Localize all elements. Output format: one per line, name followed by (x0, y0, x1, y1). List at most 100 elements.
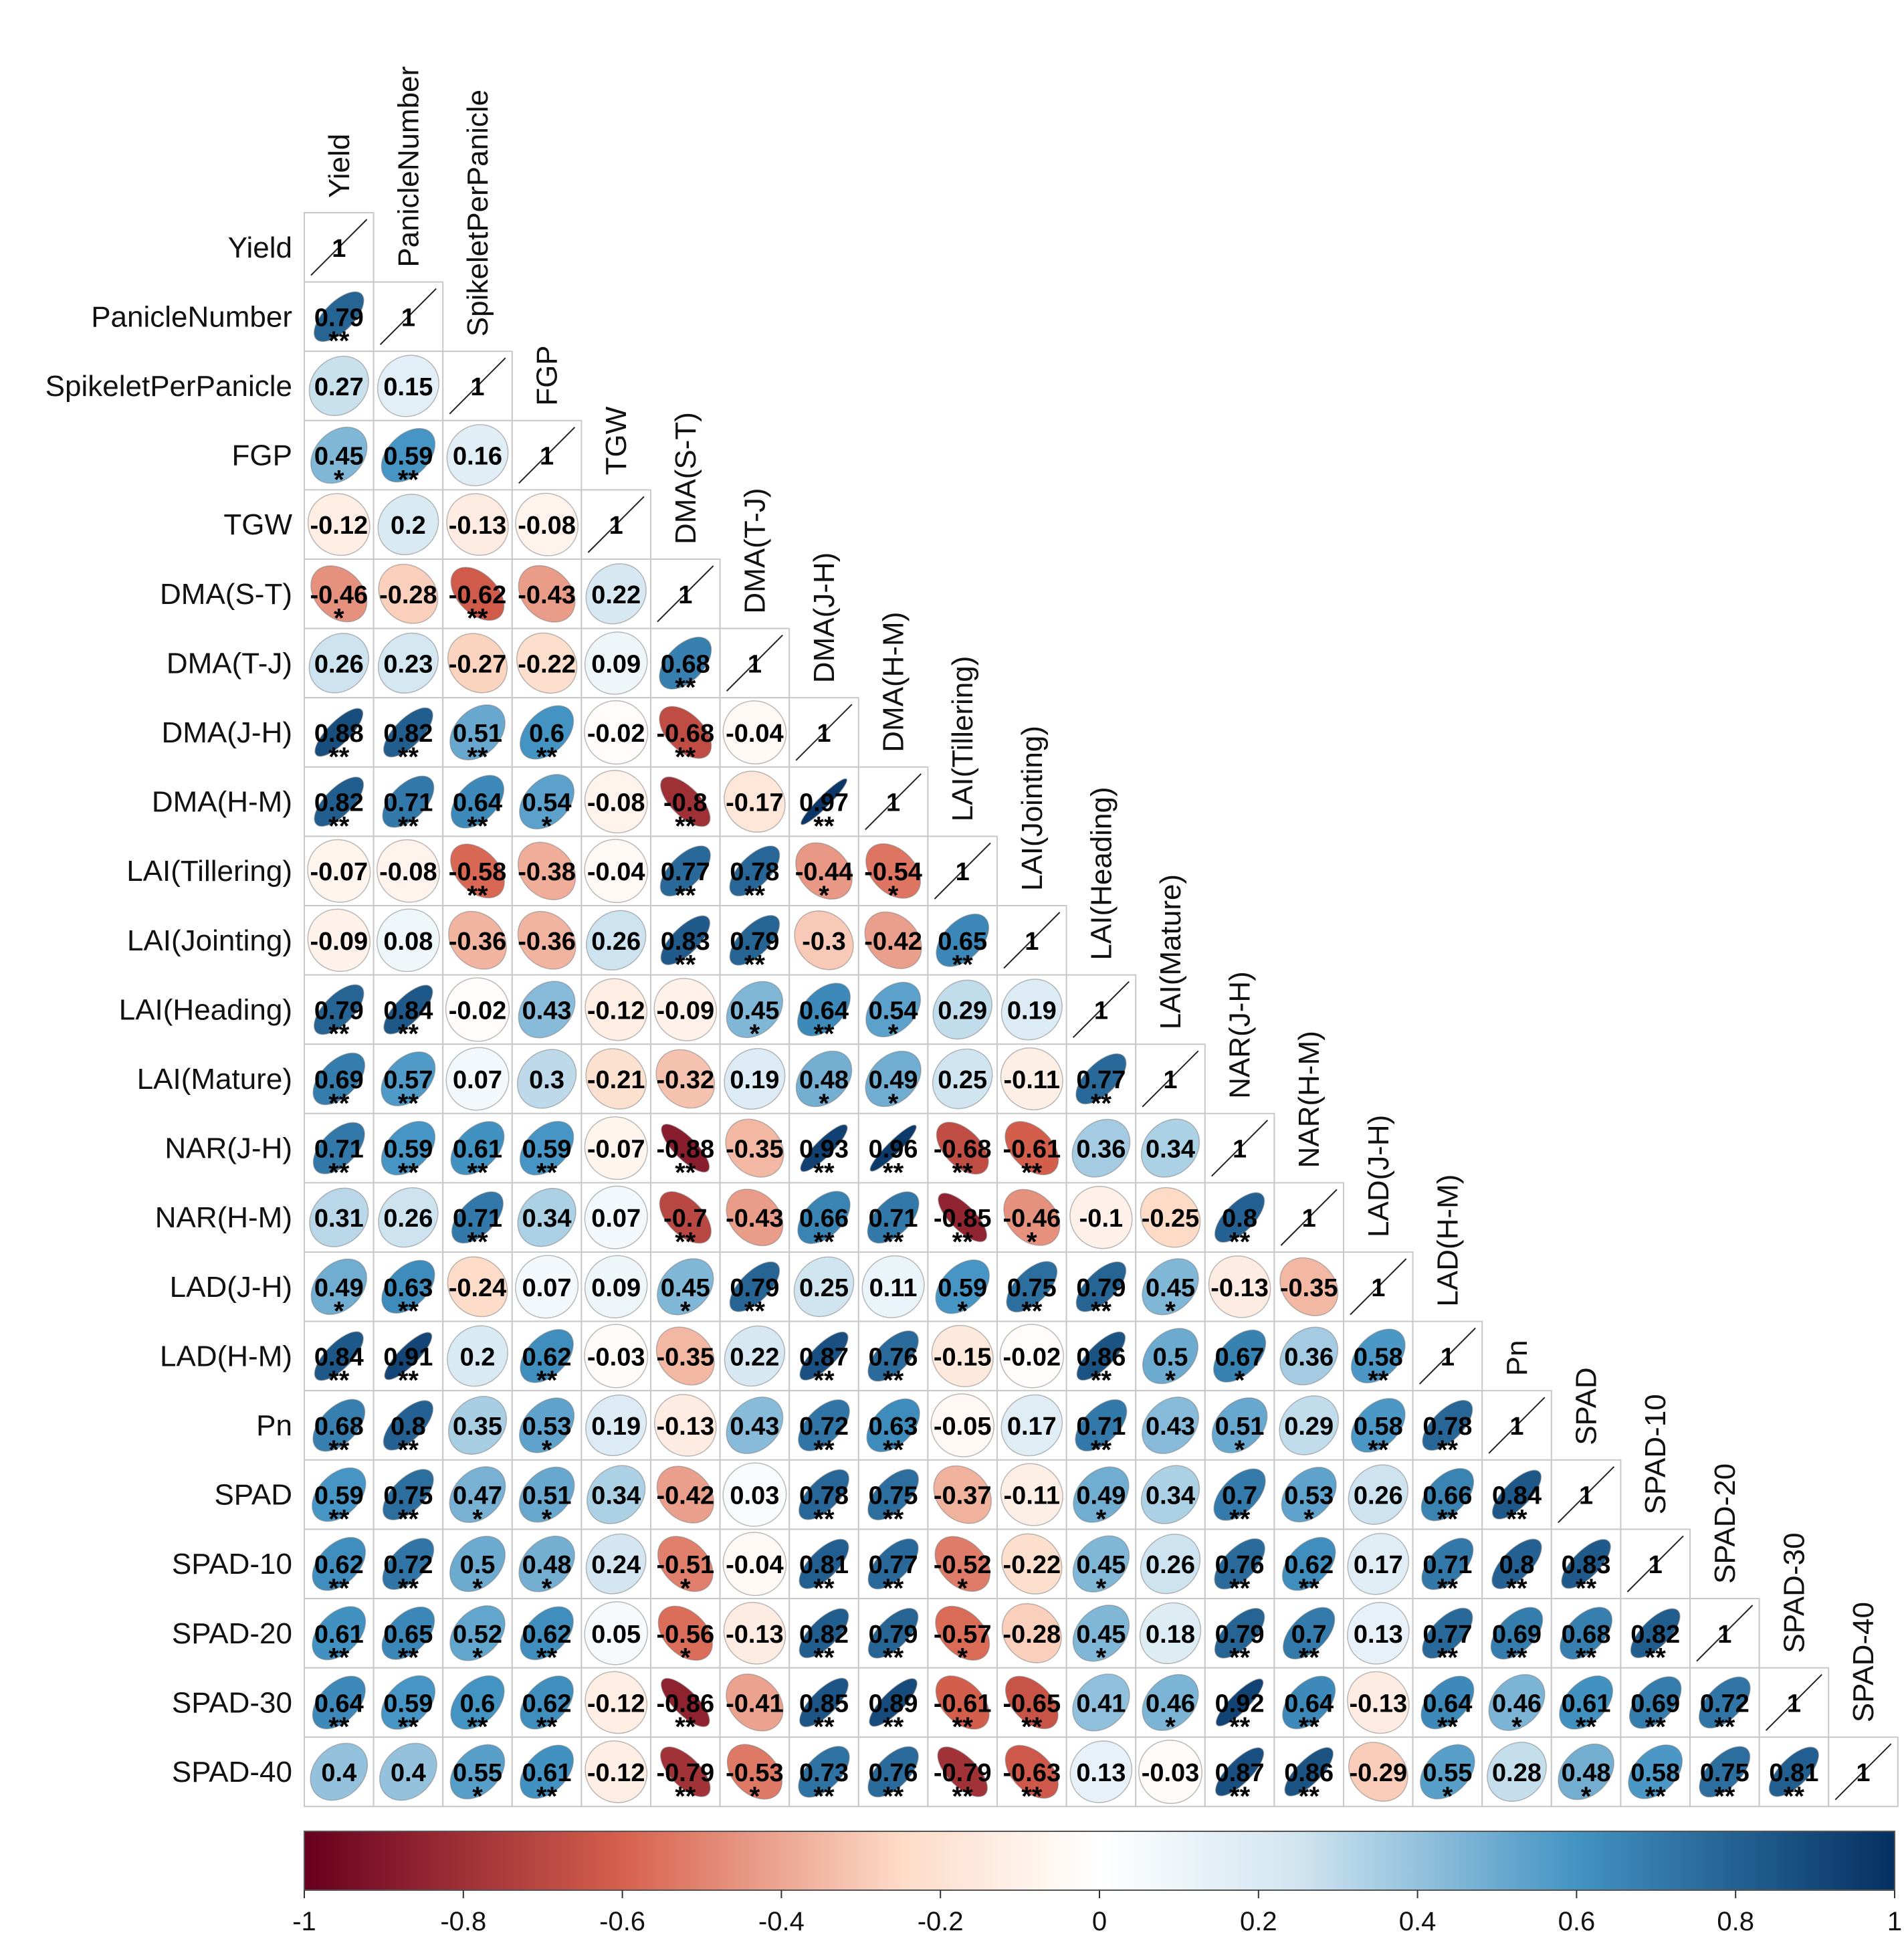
correlation-ellipse (1283, 1607, 1336, 1659)
cell-value: 1 (886, 789, 900, 817)
diagonal-line (795, 704, 853, 761)
cell-lai-heading-dma-j-h: 0.64** (788, 974, 859, 1049)
diagonal-line (518, 427, 576, 484)
correlation-ellipse (726, 1673, 784, 1732)
correlation-ellipse (384, 1332, 433, 1381)
col-label-spad: SPAD (1570, 1367, 1603, 1445)
row-label-tgw: TGW (223, 508, 292, 541)
cell-value: 0.72 (383, 1551, 433, 1579)
cell-value: 0.7 (1291, 1621, 1327, 1649)
cell-lai-jointing-dma-h-m: -0.42 (857, 905, 929, 976)
cell-spad-40-dma-h-m: 0.76** (857, 1736, 929, 1811)
diagonal-line (1072, 981, 1130, 1038)
cell-spad-30-spad-10: 0.69** (1620, 1667, 1691, 1742)
cell-spad-40-pn: 0.28 (1481, 1736, 1552, 1807)
cell-spad-20-lai-tillering: -0.57* (927, 1598, 998, 1673)
cell-dma-h-m-paniclenumber: 0.71** (373, 766, 444, 841)
cell-spad-lad-j-h: 0.26 (1343, 1459, 1414, 1530)
correlation-ellipse (450, 1121, 505, 1176)
cell-value: 1 (1094, 997, 1108, 1025)
cell-value: 0.8 (1222, 1205, 1257, 1233)
cell-spad-20-lai-mature: 0.18 (1135, 1598, 1206, 1669)
significance-mark: * (472, 1782, 483, 1811)
cell-dma-j-h-dma-t-j: -0.04 (719, 697, 790, 768)
correlation-ellipse (867, 1469, 920, 1521)
cell-dma-t-j-spikeletperpanicle: -0.27 (442, 627, 513, 699)
cell-lad-j-h-lai-heading: 0.79** (1065, 1251, 1137, 1326)
correlation-ellipse (449, 1605, 506, 1661)
cell-lad-h-m-spikeletperpanicle: 0.2 (442, 1320, 513, 1392)
cell-value: 0.59 (522, 1136, 572, 1164)
cell-value: -0.43 (726, 1205, 784, 1233)
correlation-ellipse (1279, 1257, 1339, 1316)
col-label-dma-j-h: DMA(J-H) (808, 552, 841, 684)
significance-mark: * (472, 1504, 483, 1534)
cell-value: 0.07 (453, 1066, 502, 1094)
correlation-ellipse (726, 1397, 784, 1454)
row-label-spad-30: SPAD-30 (172, 1686, 292, 1719)
cell-dma-t-j-paniclenumber: 0.23 (373, 627, 444, 699)
cell-lai-jointing-tgw: 0.26 (580, 905, 652, 976)
correlation-ellipse (584, 770, 648, 834)
cell-fgp-fgp: 1 (511, 419, 583, 491)
cell-value: 0.96 (869, 1136, 918, 1164)
correlation-ellipse (382, 775, 435, 828)
correlation-ellipse (794, 910, 854, 971)
correlation-ellipse (937, 1746, 988, 1797)
cell-value: 0.86 (1284, 1759, 1334, 1787)
cell-spad-lai-jointing: -0.11 (996, 1459, 1067, 1530)
row-label-lad-h-m: LAD(H-M) (160, 1340, 292, 1372)
cell-spad-30-lai-tillering: -0.61** (927, 1667, 998, 1742)
correlation-ellipse (1348, 1464, 1409, 1525)
cell-value: 0.6 (460, 1690, 496, 1718)
correlation-ellipse (659, 845, 711, 897)
correlation-ellipse (661, 1677, 710, 1728)
correlation-ellipse (655, 1326, 715, 1386)
cell-value: -0.46 (1002, 1205, 1061, 1233)
correlation-ellipse (659, 636, 712, 690)
cell-value: 1 (1787, 1690, 1801, 1718)
cell-value: 0.58 (1354, 1413, 1403, 1441)
cell-value: 0.49 (1076, 1482, 1126, 1510)
cell-value: 0.53 (522, 1413, 572, 1441)
correlation-ellipse (447, 1325, 508, 1387)
cell-spad-nar-h-m: 0.53* (1273, 1459, 1345, 1534)
col-label-yield: Yield (323, 134, 356, 198)
cell-spad-30-tgw: -0.12 (580, 1667, 652, 1738)
cell-value: 1 (1856, 1759, 1870, 1787)
cell-value: 0.76 (869, 1343, 918, 1371)
significance-mark: * (1235, 1366, 1245, 1395)
correlation-ellipse (793, 1256, 855, 1318)
cell-nar-j-h-dma-j-h: 0.93** (788, 1112, 859, 1187)
cell-nar-h-m-lai-heading: -0.1 (1065, 1182, 1137, 1253)
correlation-ellipse (451, 1191, 504, 1244)
colorbar-tick-label: 0.4 (1399, 1907, 1437, 1936)
cell-value: 0.3 (529, 1066, 564, 1094)
cell-value: 0.82 (1630, 1621, 1680, 1649)
colorbar-tick-label: -0.8 (440, 1907, 486, 1936)
col-label-tgw: TGW (600, 406, 633, 475)
cell-value: 0.27 (314, 373, 364, 401)
correlation-ellipse (585, 910, 647, 971)
cell-value: -0.29 (1349, 1759, 1407, 1787)
cell-value: 1 (1233, 1136, 1247, 1164)
correlation-ellipse (314, 1331, 364, 1381)
correlation-ellipse (1491, 1469, 1542, 1520)
cell-value: 0.2 (391, 512, 426, 540)
cell-lad-j-h-dma-t-j: 0.79** (719, 1251, 790, 1326)
cell-value: 0.07 (591, 1205, 641, 1233)
cell-spad-10-spikeletperpanicle: 0.5* (442, 1528, 513, 1603)
cell-lad-h-m-lad-h-m: 1 (1412, 1320, 1483, 1392)
cell-spad-20-nar-j-h: 0.79** (1204, 1598, 1275, 1673)
correlation-ellipse (1142, 1328, 1199, 1385)
cell-spad-20-spad-10: 0.82** (1620, 1598, 1691, 1673)
cell-value: 0.72 (799, 1413, 849, 1441)
correlation-ellipse (1490, 1607, 1544, 1660)
correlation-ellipse (722, 1532, 787, 1597)
cell-value: 0.81 (1769, 1759, 1818, 1787)
cell-lad-j-h-lad-j-h: 1 (1343, 1251, 1414, 1322)
cell-value: -0.36 (449, 928, 507, 956)
cell-lad-h-m-yield: 0.84** (304, 1320, 375, 1395)
cell-lad-h-m-lai-jointing: -0.02 (996, 1320, 1067, 1392)
cell-nar-h-m-nar-h-m: 1 (1273, 1182, 1345, 1253)
